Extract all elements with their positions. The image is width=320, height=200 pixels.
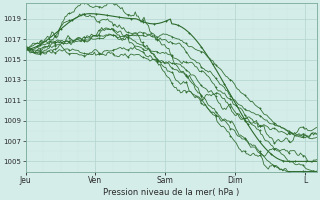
X-axis label: Pression niveau de la mer( hPa ): Pression niveau de la mer( hPa )	[103, 188, 239, 197]
